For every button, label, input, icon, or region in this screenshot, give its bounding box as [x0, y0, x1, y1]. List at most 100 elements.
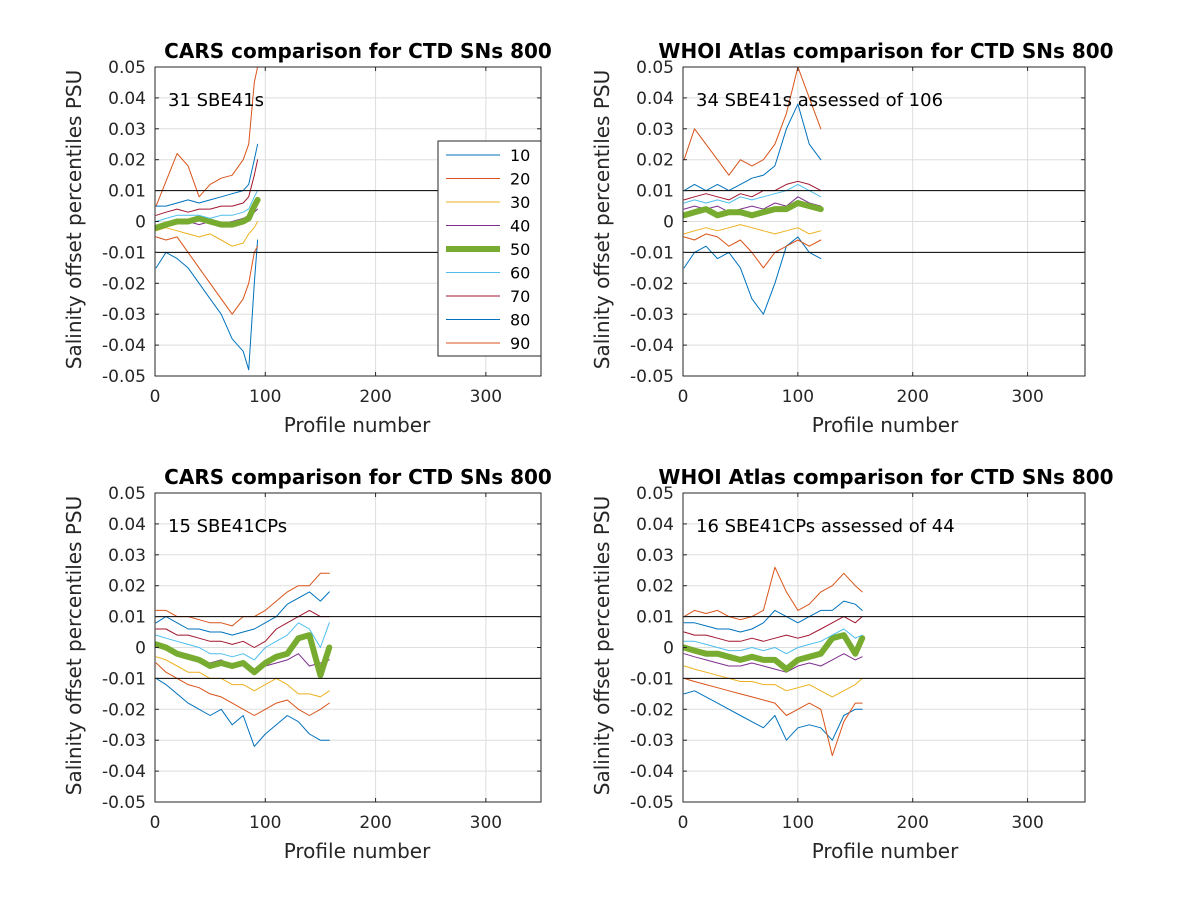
y-tick-label: 0.01 [108, 608, 146, 628]
y-tick-label: -0.02 [102, 700, 146, 720]
series-30-line [155, 221, 259, 247]
y-tick-label: 0.02 [636, 577, 674, 597]
y-tick-label: -0.04 [102, 762, 146, 782]
y-tick-label: -0.02 [630, 274, 674, 294]
series-60-line [683, 628, 863, 655]
y-tick-label: 0.02 [636, 151, 674, 171]
y-tick-label: -0.01 [102, 669, 146, 689]
series-30-line [155, 656, 330, 698]
legend-label-50: 50 [510, 240, 530, 259]
series-80-line [155, 591, 330, 636]
y-tick-label: 0.02 [108, 151, 146, 171]
x-tick-label: 200 [896, 387, 928, 407]
chart-title: CARS comparison for CTD SNs 800 [164, 39, 552, 63]
y-tick-label: -0.05 [630, 367, 674, 387]
y-tick-label: -0.03 [102, 731, 146, 751]
y-tick-label: -0.03 [630, 731, 674, 751]
legend-label-20: 20 [510, 170, 530, 189]
x-axis-label: Profile number [284, 413, 431, 437]
y-tick-label: 0.01 [636, 182, 674, 202]
legend-label-90: 90 [510, 334, 530, 353]
annotation-text: 16 SBE41CPs assessed of 44 [696, 516, 955, 537]
series-80-line [155, 143, 259, 207]
x-tick-label: 300 [1011, 387, 1043, 407]
y-tick-label: -0.02 [630, 700, 674, 720]
y-tick-label: 0.04 [108, 89, 146, 109]
series-10-line [155, 677, 330, 747]
y-tick-label: -0.05 [630, 793, 674, 813]
y-tick-label: 0 [135, 213, 146, 233]
y-tick-label: -0.05 [102, 793, 146, 813]
y-tick-label: 0.03 [108, 120, 146, 140]
annotation-text: 15 SBE41CPs [168, 516, 287, 537]
annotation-text: 34 SBE41s assessed of 106 [696, 90, 943, 111]
y-tick-label: 0 [135, 639, 146, 659]
chart-title: WHOI Atlas comparison for CTD SNs 800 [658, 39, 1113, 63]
y-tick-label: 0.05 [108, 484, 146, 504]
series-20-line [155, 67, 259, 207]
x-tick-label: 300 [470, 813, 502, 833]
series-30-line [683, 665, 863, 698]
y-tick-label: 0 [663, 639, 674, 659]
y-tick-label: 0.04 [636, 89, 674, 109]
y-tick-label: -0.04 [630, 336, 674, 356]
x-tick-label: 0 [150, 813, 161, 833]
x-tick-label: 100 [249, 813, 281, 833]
series-50-line [155, 196, 261, 231]
x-tick-label: 200 [896, 813, 928, 833]
series-30-line [683, 224, 822, 235]
y-tick-label: 0 [663, 213, 674, 233]
x-tick-label: 100 [782, 387, 814, 407]
x-tick-label: 0 [678, 387, 689, 407]
x-tick-label: 100 [782, 813, 814, 833]
y-tick-label: 0.01 [636, 608, 674, 628]
chart-title: WHOI Atlas comparison for CTD SNs 800 [658, 465, 1113, 489]
series-20-line [155, 662, 330, 716]
y-tick-label: 0.05 [636, 58, 674, 78]
y-tick-label: -0.03 [102, 305, 146, 325]
series-50-line [683, 200, 824, 219]
chart-title: CARS comparison for CTD SNs 800 [164, 465, 552, 489]
series-50-line [683, 632, 866, 673]
x-tick-label: 200 [359, 387, 391, 407]
subplot-2: 0 100 200 300 -0.05 -0.04 -0.03 -0.02 -0.01 0 0.01… [590, 39, 1114, 437]
series-60-line [155, 622, 330, 661]
x-axis-label: Profile number [284, 839, 431, 863]
x-tick-label: 100 [249, 387, 281, 407]
y-tick-label: -0.05 [102, 367, 146, 387]
x-axis-label: Profile number [812, 839, 959, 863]
x-tick-label: 200 [359, 813, 391, 833]
series-60-line [683, 183, 822, 204]
y-tick-label: -0.02 [102, 274, 146, 294]
y-axis-label: Salinity offset percentiles PSU [590, 70, 614, 369]
y-tick-label: 0.03 [636, 546, 674, 566]
series-90-line [155, 236, 259, 315]
subplot-1: 0 100 200 300 -0.05 -0.04 -0.03 -0.02 -0.01 0 0.01… [62, 39, 552, 437]
y-tick-label: -0.04 [630, 762, 674, 782]
series-10-line [155, 239, 259, 371]
series-90-line [683, 566, 863, 621]
series-group [683, 566, 866, 757]
y-tick-label: -0.01 [630, 243, 674, 263]
series-group [683, 67, 824, 315]
legend-label-40: 40 [510, 217, 530, 236]
annotation-text: 31 SBE41s [168, 90, 264, 111]
series-20-line [683, 67, 822, 176]
series-60-line [155, 190, 259, 222]
legend-label-60: 60 [510, 264, 530, 283]
series-80-line [683, 600, 863, 633]
series-70-line [683, 616, 863, 642]
x-tick-label: 0 [678, 813, 689, 833]
series-70-line [155, 609, 330, 648]
series-10-line [683, 236, 822, 315]
legend-label-30: 30 [510, 193, 530, 212]
y-tick-label: -0.03 [630, 305, 674, 325]
x-tick-label: 300 [470, 387, 502, 407]
x-tick-label: 0 [150, 387, 161, 407]
y-tick-label: 0.03 [108, 546, 146, 566]
y-tick-label: 0.02 [108, 577, 146, 597]
series-70-line [155, 159, 259, 216]
y-axis-label: Salinity offset percentiles PSU [62, 70, 86, 369]
legend: 10 20 30 40 50 60 70 80 90 [437, 140, 542, 357]
